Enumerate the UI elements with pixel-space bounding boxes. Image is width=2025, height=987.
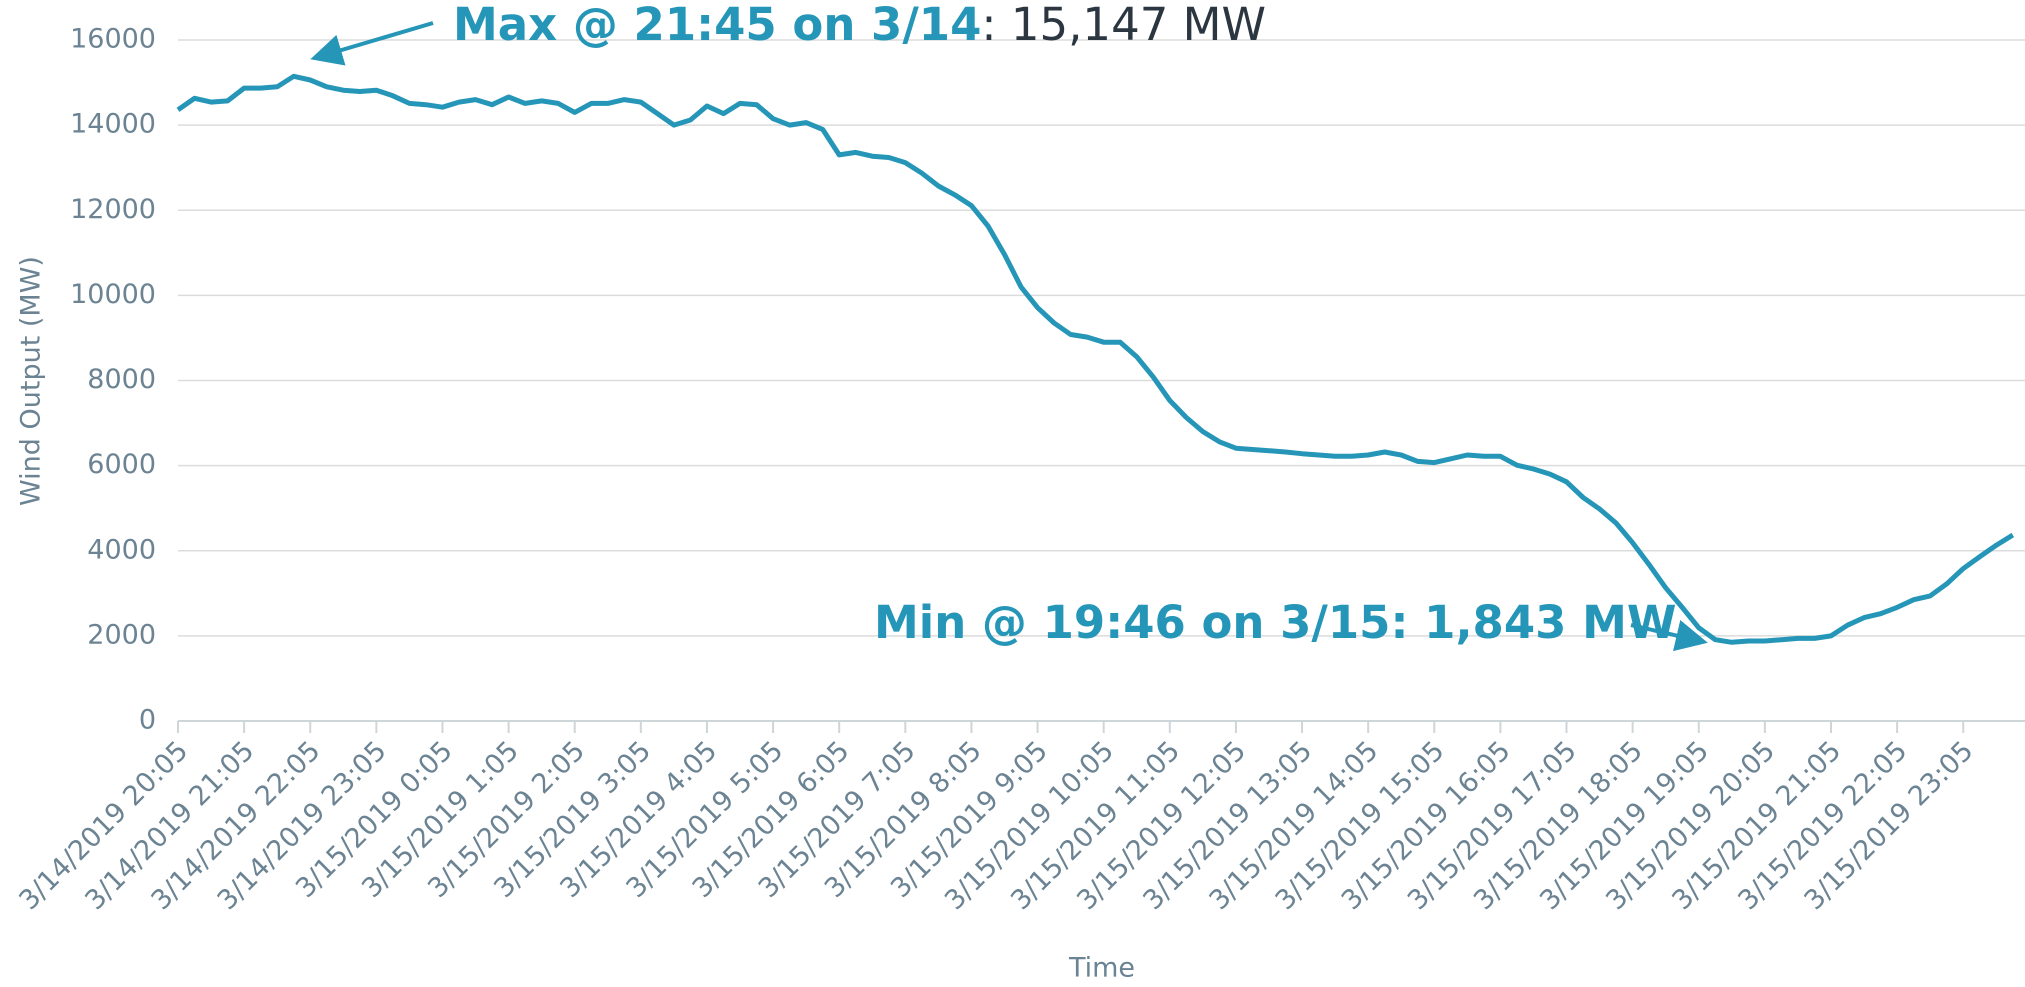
max-annotation-bold: Max @ 21:45 on 3/14 bbox=[453, 0, 981, 51]
x-axis-title: Time bbox=[1068, 953, 1135, 984]
max-arrow bbox=[310, 21, 434, 66]
y-tick-label: 6000 bbox=[87, 449, 156, 480]
y-tick-label: 0 bbox=[139, 705, 156, 736]
series-line bbox=[176, 73, 2015, 645]
max-annotation: Max @ 21:45 on 3/14: 15,147 MW bbox=[453, 0, 1266, 51]
y-tick-label: 12000 bbox=[70, 194, 156, 225]
y-tick-label: 10000 bbox=[70, 279, 156, 310]
y-tick-label: 14000 bbox=[70, 109, 156, 140]
y-axis-title: Wind Output (MW) bbox=[16, 256, 47, 506]
y-tick-label: 8000 bbox=[87, 364, 156, 395]
min-annotation: Min @ 19:46 on 3/15: 1,843 MW bbox=[874, 596, 1677, 649]
y-tick-label: 2000 bbox=[87, 619, 156, 650]
y-tick-label: 4000 bbox=[87, 534, 156, 565]
min-arrow bbox=[1630, 619, 1708, 652]
max-annotation-value: : 15,147 MW bbox=[981, 0, 1266, 51]
y-tick-label: 16000 bbox=[70, 24, 156, 55]
